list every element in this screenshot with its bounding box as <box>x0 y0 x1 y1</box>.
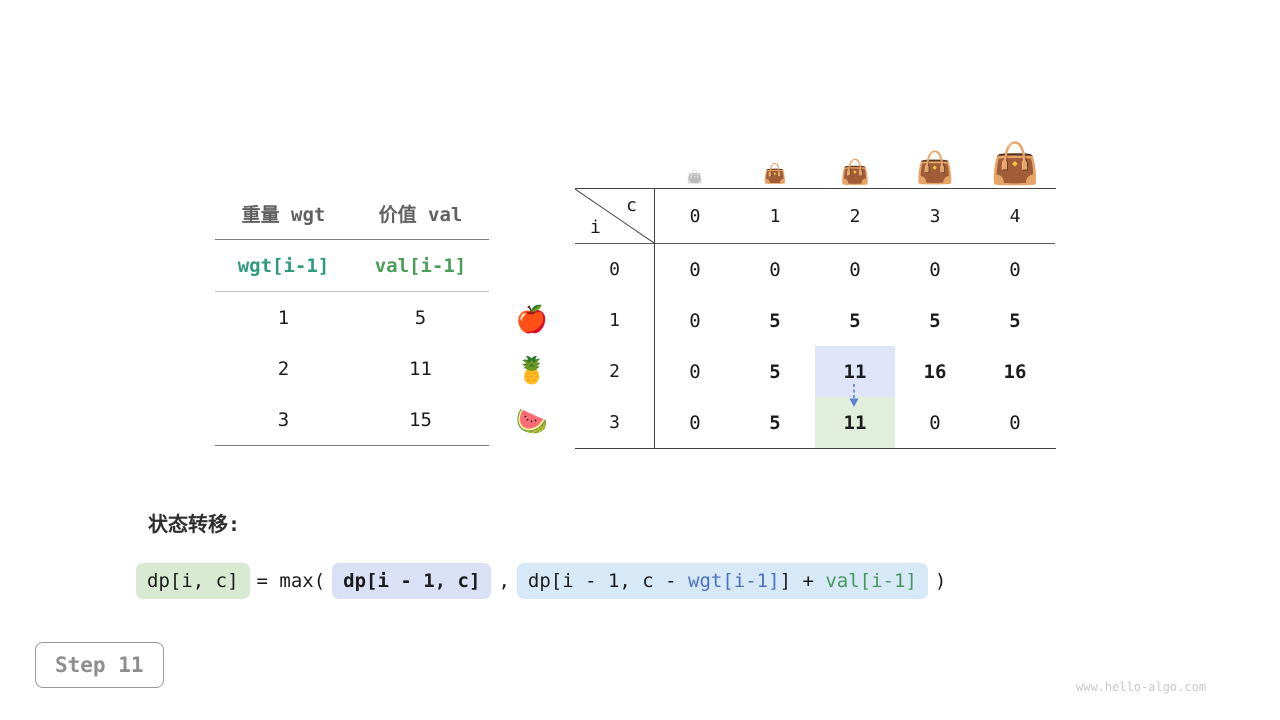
formula-arg2-val: val[i-1] <box>825 570 917 592</box>
dp-col-header-2: 2 <box>815 189 895 244</box>
formula-arg2-chip: dp[i - 1, c - wgt[i-1]] + val[i-1] <box>516 563 928 599</box>
dp-cell-2-3: 16 <box>923 360 947 383</box>
dp-row-header-2: 2 <box>575 346 655 397</box>
dp-row-header-0: 0 <box>575 244 655 295</box>
pineapple-icon: 🍍 <box>515 356 549 386</box>
dp-cell-0-4: 0 <box>1009 258 1021 281</box>
dp-cell-0-2: 0 <box>849 258 861 281</box>
dp-cell-1-3: 5 <box>929 309 941 332</box>
formula-comma: , <box>498 570 510 592</box>
dp-cell-2-2-highlighted: 11 <box>815 346 895 397</box>
item-3-weight: 3 <box>277 408 290 431</box>
corner-label-c: c <box>626 195 637 216</box>
dp-cell-1-1: 5 <box>769 309 781 332</box>
item-row-2: 2 11 <box>215 343 489 394</box>
dp-cell-3-1: 5 <box>769 411 781 434</box>
corner-label-i: i <box>590 217 601 238</box>
val-subheader: val[i-1] <box>374 254 467 277</box>
formula-arg1-chip: dp[i - 1, c] <box>332 563 492 599</box>
bag-icon-capacity-0: 👜 <box>686 170 704 185</box>
item-row-3: 3 15 <box>215 394 489 445</box>
dp-col-header-3: 3 <box>895 189 975 244</box>
dp-col-header-1: 1 <box>735 189 815 244</box>
dp-cell-3-2-highlighted: 11 <box>815 397 895 448</box>
watermark: www.hello-algo.com <box>1076 680 1207 694</box>
formula-arg2-prefix: dp[i - 1, c - <box>527 570 689 592</box>
dp-cell-0-0: 0 <box>689 258 701 281</box>
formula-arg2-wgt: wgt[i-1] <box>688 570 780 592</box>
dp-cell-3-0: 0 <box>689 411 701 434</box>
watermelon-icon: 🍉 <box>515 407 549 437</box>
formula-lhs-chip: dp[i, c] <box>136 563 250 599</box>
transition-arrow <box>849 384 859 407</box>
bag-icon-capacity-2: 👜 <box>840 158 870 186</box>
diagonal-divider <box>575 189 654 243</box>
wgt-subheader: wgt[i-1] <box>237 254 330 277</box>
dp-table: c i 0 1 2 3 4 0 0 0 0 0 0 1 0 5 5 5 5 2 … <box>575 188 1056 449</box>
formula-arg2-mid: ] + <box>779 570 826 592</box>
apple-icon: 🍎 <box>515 305 549 335</box>
dp-cell-0-1: 0 <box>769 258 781 281</box>
dp-cell-1-2: 5 <box>849 309 861 332</box>
item-1-weight: 1 <box>277 306 290 329</box>
transition-label: 状态转移: <box>148 512 241 536</box>
formula-eq-max: = max( <box>256 570 326 592</box>
dp-row-header-3: 3 <box>575 397 655 448</box>
dp-cell-3-4: 0 <box>1009 411 1021 434</box>
dp-cell-2-4: 16 <box>1003 360 1027 383</box>
step-badge: Step 11 <box>35 642 164 688</box>
item-row-1: 1 5 <box>215 292 489 343</box>
capacity-bags: 👜 👜 👜 👜 👜 <box>655 132 1055 184</box>
item-2-value: 11 <box>409 357 432 380</box>
dp-cell-2-1: 5 <box>769 360 781 383</box>
items-table: 重量 wgt 价值 val wgt[i-1] val[i-1] 1 5 2 11… <box>215 188 489 446</box>
bag-icon-capacity-4: 👜 <box>990 141 1040 187</box>
item-1-value: 5 <box>414 306 427 329</box>
items-table-subheader: wgt[i-1] val[i-1] <box>215 240 489 292</box>
value-column-header: 价值 val <box>378 204 463 226</box>
bag-icon-capacity-1: 👜 <box>763 163 787 185</box>
dp-cell-1-4: 5 <box>1009 309 1021 332</box>
dp-col-header-0: 0 <box>655 189 735 244</box>
dp-cell-3-3: 0 <box>929 411 941 434</box>
transition-formula: dp[i, c] = max( dp[i - 1, c] , dp[i - 1,… <box>136 559 953 603</box>
dp-row-header-1: 1 <box>575 295 655 346</box>
item-3-value: 15 <box>409 408 432 431</box>
dp-cell-1-0: 0 <box>689 309 701 332</box>
item-2-weight: 2 <box>277 357 290 380</box>
formula-close-paren: ) <box>934 570 947 592</box>
dp-col-header-4: 4 <box>975 189 1055 244</box>
weight-column-header: 重量 wgt <box>241 204 326 226</box>
bag-icon-capacity-3: 👜 <box>915 150 955 186</box>
dp-cell-2-0: 0 <box>689 360 701 383</box>
dp-cell-0-3: 0 <box>929 258 941 281</box>
items-table-header: 重量 wgt 价值 val <box>215 188 489 240</box>
dp-corner-cell: c i <box>575 189 655 244</box>
